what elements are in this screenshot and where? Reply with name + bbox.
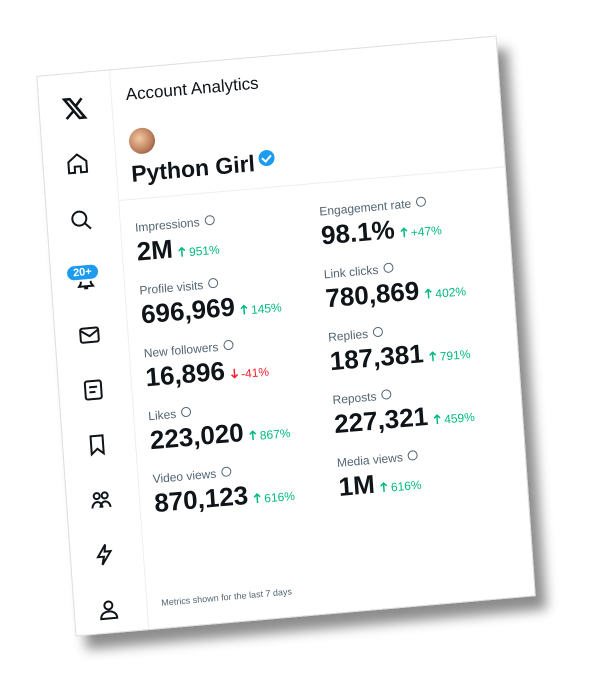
metric-change-value: 867% <box>259 425 291 443</box>
metric-change-value: 951% <box>188 242 221 260</box>
info-icon <box>207 277 219 289</box>
metric-value-row: 98.1% +47% <box>320 204 506 251</box>
metric-change-value: -41% <box>240 364 270 382</box>
verified-badge <box>257 149 276 167</box>
info-icon <box>180 406 192 418</box>
metric-value-row: 2M 951% <box>136 221 322 268</box>
metric: Media views 1M 616% <box>336 438 524 503</box>
metrics-grid: Impressions 2M 951% Engagement rate 98.1% +47… <box>134 187 524 520</box>
metric: New followers 16,896 -41% <box>143 328 331 393</box>
metric-change: 616% <box>253 488 296 507</box>
metric-value-row: 696,969 145% <box>140 283 326 330</box>
arrow-icon <box>253 493 261 504</box>
metric-change: 459% <box>433 409 476 428</box>
metric-value-row: 16,896 -41% <box>144 346 330 393</box>
bolt-icon[interactable] <box>92 542 118 568</box>
info-icon <box>204 214 215 226</box>
arrow-up <box>379 481 388 496</box>
metric-value: 16,896 <box>144 355 226 393</box>
x-logo[interactable] <box>61 94 89 122</box>
metric-change-value: 616% <box>390 477 423 495</box>
arrow-down <box>230 367 239 382</box>
metric-value: 2M <box>135 233 174 267</box>
metric: Profile visits 696,969 145% <box>139 266 327 331</box>
arrow-up <box>433 413 442 428</box>
arrow-icon <box>380 481 388 493</box>
metric-change-value: +47% <box>410 223 443 240</box>
info-icon <box>381 389 392 400</box>
page-title: Account Analytics <box>125 73 260 105</box>
metric: Reposts 227,321 459% <box>332 375 520 440</box>
metric-change-value: 791% <box>439 347 471 364</box>
avatar[interactable] <box>128 126 156 155</box>
metric-change-value: 459% <box>443 409 476 427</box>
side-nav: 20+ <box>37 71 146 636</box>
arrow-icon <box>230 368 238 379</box>
arrow-up <box>428 350 437 365</box>
metric-label: Replies <box>327 326 369 345</box>
metric-label: Reposts <box>332 389 377 408</box>
arrow-up <box>253 492 262 507</box>
communities-icon[interactable] <box>88 487 114 513</box>
bookmark-icon[interactable] <box>84 432 110 458</box>
metric-value: 98.1% <box>320 214 396 251</box>
info-icon <box>222 339 234 351</box>
arrow-up <box>399 226 408 241</box>
metric-change-value: 402% <box>434 284 467 301</box>
metric-label: Likes <box>147 406 177 424</box>
metric-value-row: 780,869 402% <box>324 267 510 314</box>
metric-value-row: 1M 616% <box>338 456 524 503</box>
metric-change: +47% <box>399 223 442 241</box>
profile-name[interactable]: Python Girl <box>130 150 256 187</box>
info-icon <box>372 326 384 338</box>
arrow-up <box>178 245 187 260</box>
metric-change: 951% <box>178 242 221 260</box>
arrow-icon <box>424 288 432 299</box>
footer-note: Metrics shown for the last 7 days <box>160 586 293 608</box>
metric-value-row: 187,381 791% <box>329 330 515 377</box>
metric: Link clicks 780,869 402% <box>323 249 511 314</box>
metric-change: 616% <box>379 478 422 496</box>
arrow-up <box>240 303 249 318</box>
metric-change: -41% <box>230 364 270 382</box>
info-icon <box>415 196 427 208</box>
metric: Engagement rate 98.1% +47% <box>319 187 507 252</box>
metric: Replies 187,381 791% <box>328 312 516 377</box>
metric-value: 1M <box>337 468 376 502</box>
metric-change-value: 145% <box>250 300 283 317</box>
profile-icon[interactable] <box>96 596 122 622</box>
arrow-icon <box>240 304 248 315</box>
info-icon <box>382 262 394 274</box>
info-icon <box>220 466 232 478</box>
mail-icon[interactable] <box>77 322 103 348</box>
metric-change: 402% <box>424 284 467 302</box>
arrow-icon <box>249 430 257 441</box>
profile-name-row: Python Girl <box>130 148 276 187</box>
main-panel: Account Analytics Python Girl Impression… <box>109 36 535 630</box>
metric-change-value: 616% <box>263 488 296 506</box>
arrow-up <box>248 429 257 444</box>
metric-value-row: 227,321 459% <box>333 393 519 440</box>
arrow-up <box>424 287 433 302</box>
arrow-icon <box>429 351 437 362</box>
metric: Video views 870,123 616% <box>152 454 340 519</box>
metric-change: 867% <box>248 426 291 444</box>
metric-change: 145% <box>240 300 283 318</box>
arrow-icon <box>400 227 408 238</box>
metric-change: 791% <box>428 347 471 365</box>
info-icon <box>407 449 418 461</box>
arrow-icon <box>433 414 441 425</box>
metric-value-row: 223,020 867% <box>149 409 335 456</box>
analytics-card: 20+ Account Analytics Python Girl Impres… <box>36 35 536 637</box>
metric: Likes 223,020 867% <box>148 391 336 456</box>
metric: Impressions 2M 951% <box>134 203 322 268</box>
metric-value-row: 870,123 616% <box>153 472 339 519</box>
search-icon[interactable] <box>69 207 95 233</box>
arrow-icon <box>178 246 186 257</box>
notification-badge[interactable]: 20+ <box>64 262 101 284</box>
list-icon[interactable] <box>81 377 107 403</box>
home-icon[interactable] <box>65 151 91 177</box>
